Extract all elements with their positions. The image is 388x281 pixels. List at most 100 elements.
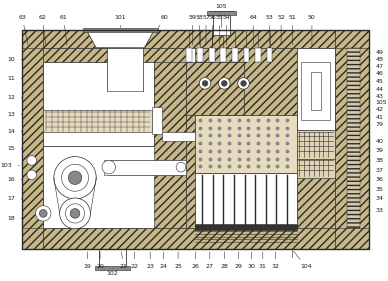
Bar: [43, 110, 152, 132]
Text: 46: 46: [369, 71, 383, 76]
Text: 60: 60: [158, 15, 168, 28]
Text: 26: 26: [191, 252, 199, 269]
Text: 35: 35: [369, 187, 383, 192]
Text: 54: 54: [222, 15, 230, 45]
Bar: [99, 249, 126, 268]
Bar: [296, 158, 335, 178]
Text: 22: 22: [131, 252, 139, 269]
Text: 59: 59: [189, 15, 196, 45]
Bar: [186, 62, 244, 115]
Circle shape: [27, 156, 36, 165]
Bar: [43, 62, 154, 146]
Bar: [22, 30, 43, 249]
Bar: [197, 48, 203, 62]
Text: 62: 62: [38, 15, 46, 45]
Text: 45: 45: [369, 79, 383, 84]
Circle shape: [199, 78, 211, 89]
Bar: [209, 48, 215, 62]
Text: 38: 38: [369, 158, 383, 163]
Text: 30: 30: [247, 252, 255, 269]
Circle shape: [36, 206, 51, 221]
Text: 53: 53: [266, 15, 274, 45]
Text: 79: 79: [369, 122, 383, 127]
Text: 49: 49: [369, 50, 383, 55]
Bar: [43, 48, 186, 62]
Bar: [186, 48, 196, 62]
Text: 34: 34: [369, 196, 383, 201]
Bar: [43, 146, 186, 228]
Text: 21: 21: [119, 252, 127, 269]
Text: 51: 51: [289, 15, 296, 45]
Text: 15: 15: [8, 146, 22, 151]
Text: 40: 40: [369, 139, 383, 144]
Circle shape: [60, 198, 90, 229]
Text: 58: 58: [196, 15, 203, 45]
Text: 44: 44: [369, 87, 383, 92]
Text: 16: 16: [8, 177, 22, 182]
Bar: [196, 115, 296, 173]
Bar: [267, 48, 272, 62]
Bar: [196, 173, 296, 226]
Text: 50: 50: [308, 15, 316, 45]
Text: 25: 25: [174, 252, 182, 269]
Bar: [22, 48, 43, 228]
Text: 43: 43: [369, 94, 383, 99]
Bar: [186, 62, 244, 115]
Bar: [154, 62, 186, 228]
Text: 37: 37: [369, 167, 383, 173]
Bar: [83, 28, 158, 32]
Text: 31: 31: [259, 252, 267, 269]
Text: 11: 11: [8, 76, 22, 81]
Text: 23: 23: [146, 252, 154, 269]
Text: 105: 105: [216, 4, 227, 28]
Text: 39: 39: [369, 148, 383, 153]
Circle shape: [68, 171, 82, 185]
Bar: [213, 11, 230, 35]
Circle shape: [238, 78, 249, 89]
Text: 20: 20: [96, 252, 104, 269]
Text: 52: 52: [277, 15, 285, 45]
Bar: [43, 48, 186, 228]
Text: 42: 42: [369, 107, 383, 112]
Bar: [232, 48, 238, 62]
Text: 36: 36: [369, 177, 383, 182]
Bar: [22, 30, 369, 249]
Text: 64: 64: [249, 15, 257, 45]
Circle shape: [241, 80, 246, 86]
Text: 57: 57: [202, 15, 210, 45]
Bar: [162, 132, 196, 141]
Text: 61: 61: [60, 15, 68, 45]
Bar: [186, 48, 296, 228]
Bar: [311, 72, 320, 110]
Text: 47: 47: [369, 64, 383, 69]
Bar: [220, 48, 226, 62]
Bar: [196, 224, 296, 230]
Text: 19: 19: [84, 252, 92, 269]
Circle shape: [102, 160, 116, 174]
Polygon shape: [87, 30, 154, 48]
Bar: [207, 11, 236, 15]
Circle shape: [176, 162, 186, 172]
Circle shape: [54, 157, 96, 199]
Bar: [296, 130, 335, 158]
Text: 104: 104: [293, 251, 312, 269]
Circle shape: [218, 78, 230, 89]
Bar: [186, 48, 192, 62]
Text: 32: 32: [271, 252, 279, 269]
Bar: [152, 107, 162, 134]
Text: 33: 33: [369, 208, 383, 213]
Text: 56: 56: [209, 15, 217, 45]
Text: 41: 41: [369, 115, 383, 120]
Bar: [296, 48, 335, 130]
Text: 12: 12: [7, 95, 22, 100]
Bar: [296, 130, 335, 158]
Text: 27: 27: [206, 252, 214, 269]
Text: 24: 24: [159, 252, 168, 269]
Bar: [346, 48, 360, 228]
Circle shape: [27, 170, 36, 180]
Text: 10: 10: [8, 57, 22, 62]
Circle shape: [66, 204, 85, 223]
Text: 103: 103: [1, 163, 19, 168]
Text: 63: 63: [18, 15, 28, 45]
Circle shape: [62, 164, 88, 191]
